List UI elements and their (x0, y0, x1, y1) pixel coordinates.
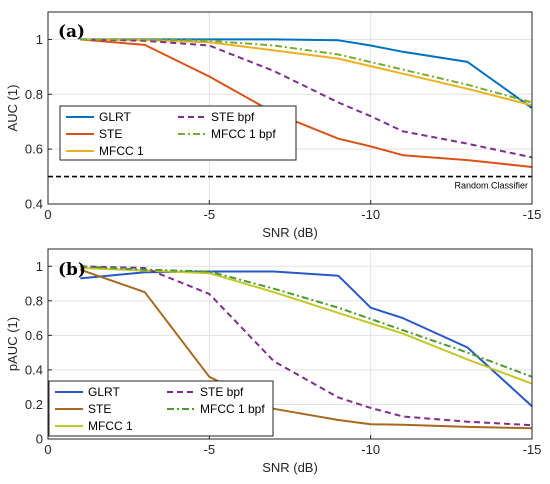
series-line-ste-bpf (80, 38, 533, 159)
y-axis-label: pAUC (1) (5, 317, 20, 371)
panel-label: (b) (58, 260, 86, 280)
legend: GLRT STE bpf STE MFCC 1 bpf MFCC 1 (59, 105, 297, 161)
chart-panel-b: 0 -5 -10 -15 0 0.2 0.4 0.6 0.8 1 SNR (dB) pAUC (1) (… (5, 248, 542, 475)
y-tick-label: 0.6 (25, 328, 43, 343)
legend-label-mfcc-1-bpf: MFCC 1 bpf (200, 402, 265, 416)
y-tick-label: 1 (36, 259, 43, 274)
legend-label-ste: STE (99, 127, 122, 141)
legend: GLRT STE bpf STE MFCC 1 bpf MFCC 1 (48, 380, 274, 437)
y-tick-label: 1 (36, 32, 43, 47)
x-tick-label: -10 (361, 442, 380, 457)
legend-label-glrt: GLRT (99, 110, 131, 124)
legend-label-mfcc-1-bpf: MFCC 1 bpf (211, 127, 276, 141)
series-line-mfcc-1-bpf (80, 38, 533, 104)
x-tick-label: -15 (523, 207, 542, 222)
x-tick-label: -5 (204, 207, 216, 222)
x-tick-label: 0 (44, 442, 51, 457)
series-line-ste (80, 38, 533, 168)
y-tick-label: 0.6 (25, 142, 43, 157)
y-tick-label: 0.8 (25, 293, 43, 308)
y-tick-label: 0 (36, 432, 43, 447)
series-line-mfcc-1-bpf (80, 265, 533, 378)
legend-label-ste-bpf: STE bpf (211, 110, 255, 124)
series-line-ste-bpf (80, 265, 533, 427)
reference-line-label: Random Classifier (454, 181, 528, 191)
x-tick-label: -10 (361, 207, 380, 222)
x-axis-label: SNR (dB) (262, 225, 318, 240)
axes-frame (47, 248, 533, 440)
x-axis-label: SNR (dB) (262, 460, 318, 475)
legend-label-mfcc-1: MFCC 1 (88, 419, 133, 433)
x-tick-label: 0 (44, 207, 51, 222)
y-tick-label: 0.2 (25, 397, 43, 412)
x-tick-label: -15 (523, 442, 542, 457)
legend-label-glrt: GLRT (88, 385, 120, 399)
axes-frame (47, 11, 533, 205)
y-tick-label: 0.4 (25, 197, 43, 212)
legend-label-ste: STE (88, 402, 111, 416)
legend-label-mfcc-1: MFCC 1 (99, 144, 144, 158)
legend-label-ste-bpf: STE bpf (200, 385, 244, 399)
series-line-ste (79, 268, 533, 430)
legend-box (48, 380, 274, 437)
panel-label: (a) (58, 22, 85, 42)
series-line-mfcc-1 (80, 267, 533, 385)
y-tick-label: 0.8 (25, 87, 43, 102)
x-tick-label: -5 (204, 442, 216, 457)
chart-panel-a: Random Classifier 0 -5 -10 -15 0.4 0.6 0.8 1 SNR … (5, 11, 542, 240)
y-tick-label: 0.4 (25, 362, 43, 377)
y-axis-label: AUC (1) (5, 85, 20, 132)
